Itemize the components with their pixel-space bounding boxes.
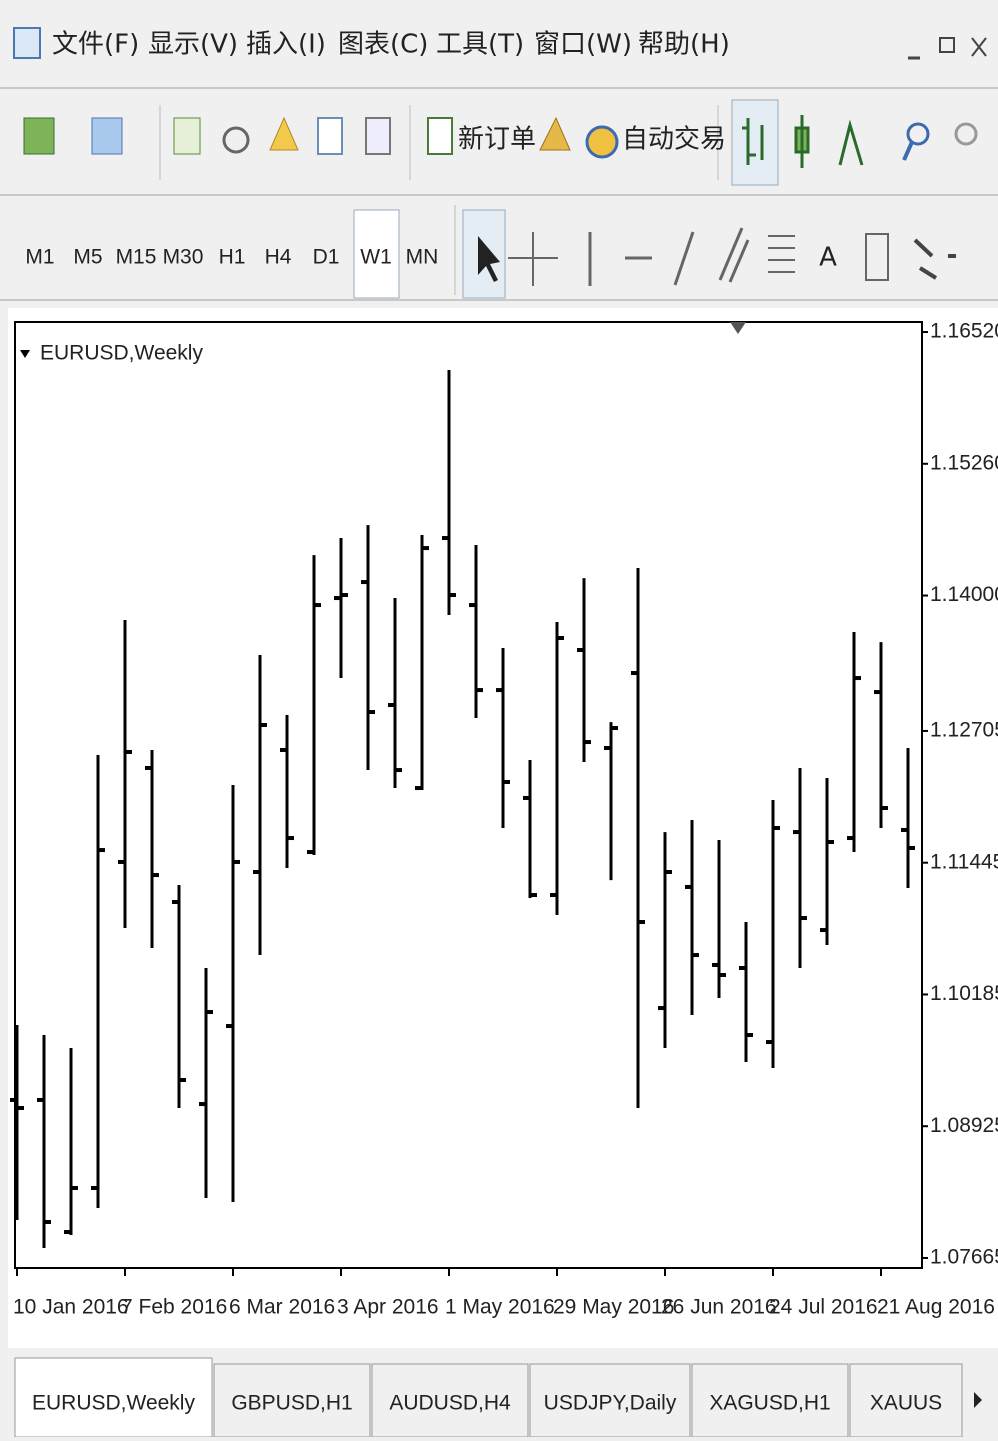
profiles-icon[interactable] [91, 117, 123, 155]
active-timeframe-box [353, 209, 400, 299]
terminal-icon[interactable] [317, 117, 343, 155]
menu-item[interactable]: 窗口(W) [534, 30, 632, 60]
bar-chart-icon [742, 118, 764, 165]
menu-item[interactable]: 帮助(H) [638, 30, 730, 60]
timeframe-button[interactable]: M15 [116, 246, 157, 269]
restore-button[interactable] [939, 37, 955, 53]
plot-area [14, 321, 923, 1269]
menu-item[interactable]: 图表(C) [338, 30, 428, 60]
timeframe-button[interactable]: H1 [219, 246, 246, 269]
menu-item[interactable]: 文件(F) [52, 30, 139, 60]
trendline-icon[interactable] [673, 231, 695, 286]
x-tick-label: 3 Apr 2016 [337, 1296, 439, 1319]
x-tick-label: 21 Aug 2016 [877, 1296, 995, 1319]
x-tick-label: 26 Jun 2016 [661, 1296, 777, 1319]
x-tick-label: 1 May 2016 [445, 1296, 555, 1319]
shift-marker [730, 322, 746, 334]
candle-chart-icon[interactable] [794, 115, 810, 168]
chart-tab[interactable] [213, 1363, 371, 1438]
chart-tab-label[interactable]: USDJPY,Daily [544, 1392, 677, 1415]
tab-scroll-right[interactable] [974, 1392, 982, 1408]
menu-item[interactable]: 工具(T) [436, 30, 524, 60]
app-icon [13, 27, 41, 59]
auto-trading-button[interactable]: 自动交易 [622, 125, 726, 155]
new-order-button[interactable]: 新订单 [458, 125, 536, 155]
y-tick-label: 1.08925 [930, 1114, 998, 1137]
chart-title: EURUSD,Weekly [40, 342, 203, 365]
arrows-icon[interactable] [913, 238, 956, 280]
chart-tab-label[interactable]: EURUSD,Weekly [32, 1392, 195, 1415]
x-tick-label: 24 Jul 2016 [769, 1296, 878, 1319]
x-tick-label: 29 May 2016 [553, 1296, 674, 1319]
chart-tab[interactable] [691, 1363, 849, 1438]
cursor-icon [478, 236, 500, 282]
y-tick-label: 1.12705 [930, 719, 998, 742]
chart-tab[interactable] [529, 1363, 691, 1438]
timeframe-button[interactable]: D1 [313, 246, 340, 269]
y-tick-label: 1.15260 [930, 451, 998, 474]
y-tick-label: 1.14000 [930, 583, 998, 606]
auto-trading-icon[interactable] [585, 125, 619, 159]
timeframe-button[interactable]: M5 [73, 246, 102, 269]
crosshair-icon[interactable] [508, 232, 558, 286]
timeframe-button[interactable]: M30 [163, 246, 204, 269]
chart-tab-label[interactable]: GBPUSD,H1 [231, 1392, 352, 1415]
chart-menu-arrow [20, 350, 30, 358]
zoom-in-handle [902, 141, 914, 161]
chart-tab-label[interactable]: XAGUSD,H1 [709, 1392, 830, 1415]
y-tick-label: 1.10185 [930, 982, 998, 1005]
timeframe-button[interactable]: H4 [265, 246, 292, 269]
timeframe-button[interactable]: MN [406, 246, 439, 269]
y-tick-label: 1.07665 [930, 1246, 998, 1269]
data-window-icon[interactable] [222, 126, 250, 154]
metaeditor-icon[interactable] [539, 116, 571, 151]
menu-item[interactable]: 显示(V) [148, 30, 238, 60]
x-tick-label: 10 Jan 2016 [13, 1296, 129, 1319]
chart-tab-label[interactable]: XAUUS [870, 1392, 942, 1415]
market-watch-icon[interactable] [173, 117, 201, 155]
timeframe-button[interactable]: W1 [360, 246, 392, 269]
new-order-icon[interactable] [427, 117, 453, 155]
menu-item[interactable]: 插入(I) [246, 30, 326, 60]
y-tick-label: 1.16520 [930, 320, 998, 343]
bar-chart-button[interactable] [731, 99, 779, 186]
text-label-icon[interactable] [865, 233, 889, 281]
y-tick-label: 1.11445 [930, 850, 998, 873]
zoom-in-icon[interactable] [906, 122, 930, 146]
navigator-icon[interactable] [269, 116, 299, 151]
toolbar [23, 99, 978, 186]
fibonacci-icon[interactable] [768, 235, 795, 273]
timeframe-button[interactable]: M1 [25, 246, 54, 269]
x-tick-label: 7 Feb 2016 [121, 1296, 227, 1319]
text-tool[interactable]: A [819, 243, 837, 273]
chart-tab-label[interactable]: AUDUSD,H4 [389, 1392, 511, 1415]
channel-icon[interactable] [718, 227, 750, 283]
x-tick-label: 6 Mar 2016 [229, 1296, 335, 1319]
new-chart-icon[interactable] [23, 117, 55, 155]
chart-tab[interactable] [371, 1363, 529, 1438]
close-button[interactable] [971, 37, 987, 57]
zoom-out-icon[interactable] [954, 122, 978, 146]
line-chart-icon[interactable] [838, 119, 864, 166]
tester-icon[interactable] [365, 117, 391, 155]
